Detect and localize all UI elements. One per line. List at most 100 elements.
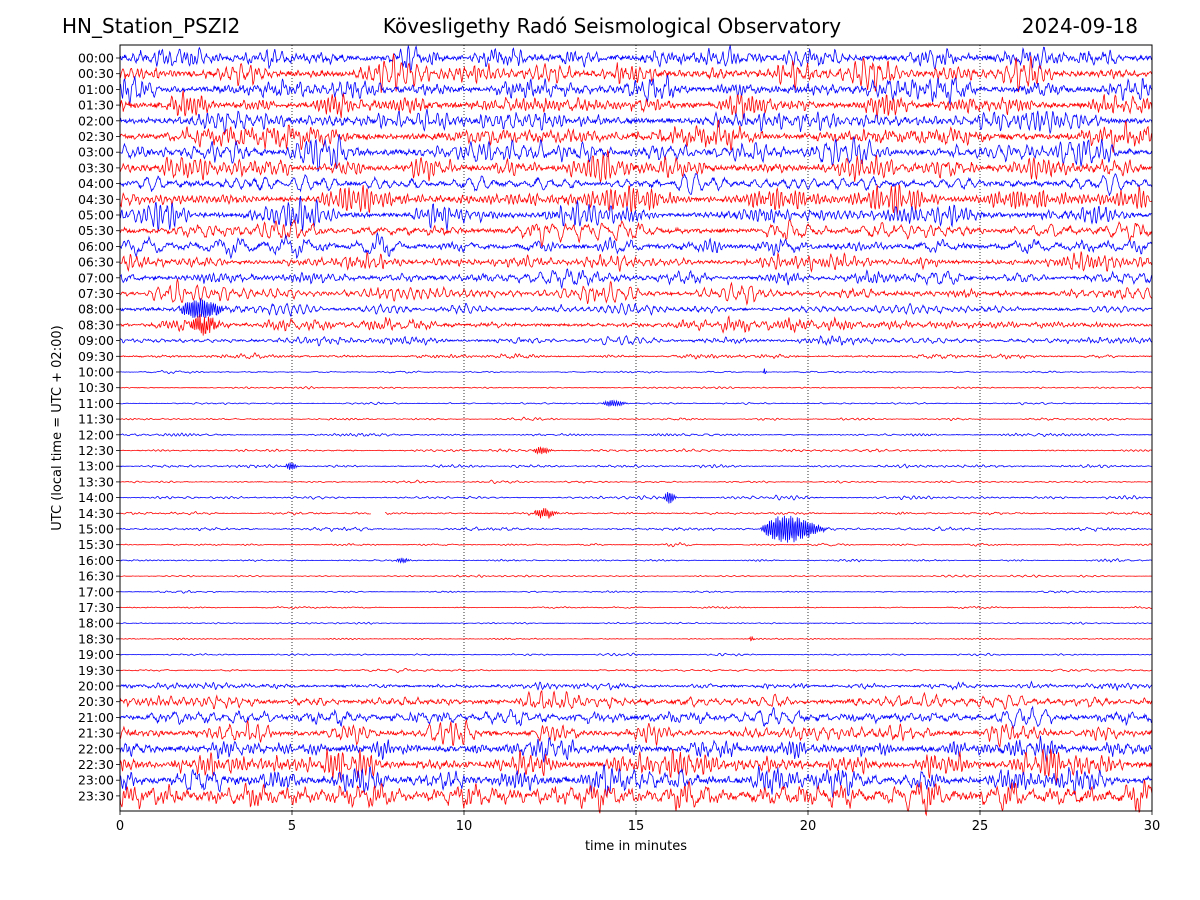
- y-tick-label-0430: 04:30: [78, 192, 114, 207]
- trace-1430: [119, 508, 1153, 519]
- x-tick-label-15: 15: [628, 819, 645, 834]
- trace-1830: [119, 636, 1153, 642]
- trace-layer: [119, 45, 1153, 817]
- trace-2000: [119, 680, 1152, 691]
- trace-1930: [119, 667, 1153, 674]
- trace-0530: [119, 219, 1153, 247]
- trace-1100: [119, 399, 1152, 407]
- y-tick-label-1800: 18:00: [78, 616, 114, 631]
- y-tick-label-1830: 18:30: [78, 631, 114, 646]
- y-tick-label-1630: 16:30: [78, 569, 114, 584]
- y-tick-label-1200: 12:00: [78, 427, 114, 442]
- trace-1330: [119, 479, 1152, 485]
- y-tick-label-0800: 08:00: [78, 302, 114, 317]
- y-tick-label-2330: 23:30: [78, 788, 114, 803]
- trace-1700: [119, 589, 1152, 594]
- y-tick-label-1700: 17:00: [78, 584, 114, 599]
- trace-2100: [119, 705, 1153, 730]
- trace-0730: [119, 277, 1153, 306]
- trace-0800: [119, 298, 1153, 318]
- trace-0630: [120, 251, 1153, 273]
- station-name: HN_Station_PSZI2: [62, 14, 241, 38]
- trace-1230: [119, 446, 1153, 455]
- trace-2330: [119, 779, 1153, 817]
- y-tick-label-1730: 17:30: [78, 600, 114, 615]
- y-tick-label-2000: 20:00: [78, 679, 114, 694]
- y-tick-label-0830: 08:30: [78, 317, 114, 332]
- y-tick-label-1900: 19:00: [78, 647, 114, 662]
- y-tick-label-0300: 03:00: [78, 145, 114, 160]
- trace-1530: [119, 541, 1153, 548]
- y-tick-label-0400: 04:00: [78, 176, 114, 191]
- y-tick-label-1600: 16:00: [78, 553, 114, 568]
- y-tick-label-1930: 19:30: [78, 663, 114, 678]
- y-tick-label-0100: 01:00: [78, 82, 114, 97]
- y-tick-label-2130: 21:30: [78, 726, 114, 741]
- trace-2130: [119, 718, 1153, 748]
- y-tick-label-0000: 00:00: [78, 51, 114, 66]
- y-tick-label-0630: 06:30: [78, 255, 114, 270]
- trace-2200: [119, 735, 1153, 763]
- y-tick-label-0900: 09:00: [78, 333, 114, 348]
- trace-1900: [119, 652, 1153, 657]
- y-tick-label-1500: 15:00: [78, 522, 114, 537]
- y-tick-label-1130: 11:30: [78, 412, 114, 427]
- record-date: 2024-09-18: [1021, 14, 1138, 38]
- y-tick-label-0730: 07:30: [78, 286, 114, 301]
- trace-0700: [119, 268, 1153, 290]
- y-tick-label-2230: 22:30: [78, 757, 114, 772]
- trace-0930: [119, 352, 1152, 360]
- x-axis-label: time in minutes: [585, 839, 687, 854]
- trace-0400: [119, 172, 1153, 196]
- tick-layer: 00:0000:3001:0001:3002:0002:3003:0003:30…: [78, 51, 1160, 835]
- trace-1600: [120, 557, 1153, 564]
- trace-1630: [119, 574, 1153, 578]
- y-tick-label-0700: 07:00: [78, 270, 114, 285]
- y-tick-label-1430: 14:30: [78, 506, 114, 521]
- observatory-title: Kövesligethy Radó Seismological Observat…: [382, 14, 842, 38]
- trace-2230: [119, 748, 1153, 784]
- y-tick-label-1400: 14:00: [78, 490, 114, 505]
- y-tick-label-2300: 23:00: [78, 773, 114, 788]
- y-tick-label-1530: 15:30: [78, 537, 114, 552]
- trace-0430: [119, 184, 1153, 215]
- trace-0330: [119, 149, 1153, 183]
- trace-0600: [119, 231, 1153, 260]
- trace-0830: [119, 314, 1153, 336]
- trace-0000: [119, 45, 1153, 72]
- y-tick-label-1230: 12:30: [78, 443, 114, 458]
- x-tick-label-0: 0: [116, 819, 124, 834]
- y-tick-label-0230: 02:30: [78, 129, 114, 144]
- x-tick-label-10: 10: [456, 819, 473, 834]
- x-tick-label-25: 25: [972, 819, 989, 834]
- trace-1300: [119, 462, 1153, 471]
- trace-0200: [119, 108, 1153, 135]
- y-tick-label-0530: 05:30: [78, 223, 114, 238]
- trace-0300: [119, 134, 1153, 173]
- y-tick-label-0200: 02:00: [78, 113, 114, 128]
- trace-1730: [119, 605, 1153, 610]
- trace-0030: [119, 53, 1153, 93]
- trace-1400: [119, 492, 1153, 504]
- x-tick-label-5: 5: [288, 819, 296, 834]
- trace-1800: [119, 621, 1152, 625]
- trace-2030: [119, 690, 1153, 710]
- trace-2300: [119, 764, 1153, 799]
- y-tick-label-2030: 20:30: [78, 694, 114, 709]
- x-tick-label-30: 30: [1144, 819, 1161, 834]
- y-tick-label-0500: 05:00: [78, 208, 114, 223]
- y-tick-label-0130: 01:30: [78, 98, 114, 113]
- y-tick-label-1330: 13:30: [78, 474, 114, 489]
- y-axis-label: UTC (local time = UTC + 02:00): [50, 325, 65, 530]
- y-tick-label-2200: 22:00: [78, 741, 114, 756]
- trace-0100: [119, 74, 1153, 106]
- trace-0500: [119, 195, 1153, 232]
- y-tick-label-1030: 10:30: [78, 380, 114, 395]
- y-tick-label-0930: 09:30: [78, 349, 114, 364]
- trace-0900: [119, 334, 1153, 347]
- trace-0230: [119, 119, 1153, 153]
- trace-1500: [119, 515, 1152, 543]
- trace-1000: [119, 368, 1153, 375]
